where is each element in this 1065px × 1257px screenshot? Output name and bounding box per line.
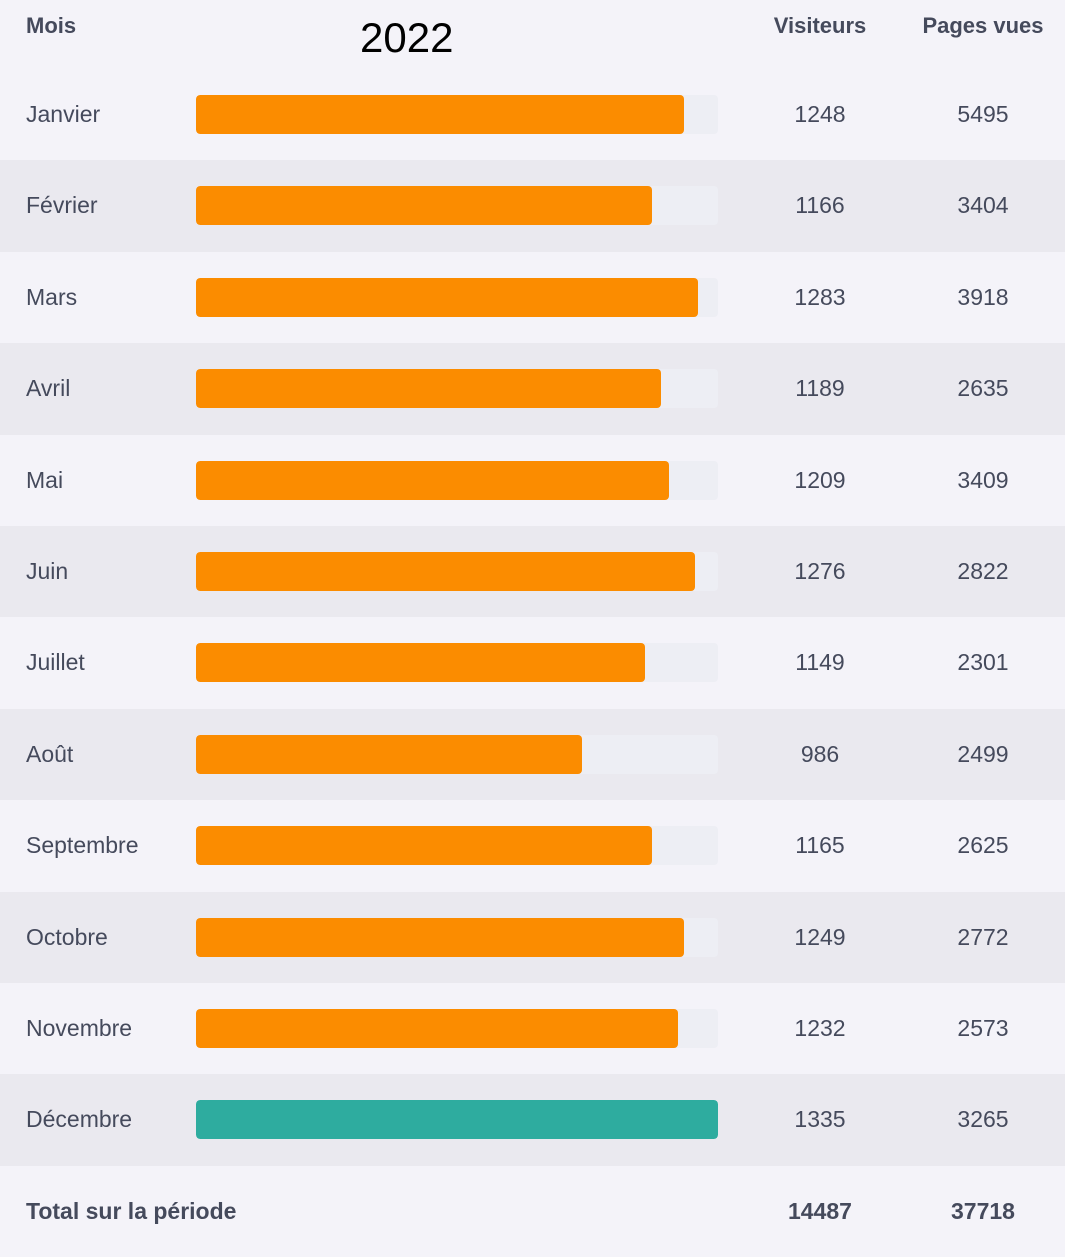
pageviews-value: 3409: [957, 466, 1009, 493]
pageviews-value: 2625: [957, 832, 1009, 859]
table-row: Avril 1189 2635: [0, 343, 1065, 435]
month-label: Janvier: [26, 101, 101, 127]
total-label: Total sur la période: [26, 1197, 237, 1224]
header-month: Mois: [26, 13, 77, 38]
bar: [196, 186, 652, 226]
pageviews-value: 5495: [957, 101, 1009, 127]
bar-track: [196, 826, 718, 866]
bar-track: [196, 643, 718, 683]
month-label: Février: [26, 192, 98, 219]
bar-track: [196, 1008, 718, 1048]
table-header: Mois 2022 Visiteurs Pages vues: [0, 0, 1065, 69]
total-pageviews: 37718: [951, 1197, 1015, 1224]
pageviews-value: 3265: [957, 1106, 1009, 1133]
bar-track: [196, 277, 718, 317]
visitors-value: 1189: [795, 375, 845, 402]
bar: [196, 826, 652, 866]
table-body: Janvier 1248 5495 Février 1166 3404 Mars 1283 39…: [0, 69, 1065, 1166]
visitors-value: 1276: [794, 557, 846, 584]
month-label: Août: [26, 740, 74, 767]
bar: [196, 551, 695, 591]
header-visitors: Visiteurs: [773, 13, 867, 38]
bar: [196, 277, 698, 317]
bar-track: [196, 551, 718, 591]
bar-track: [196, 460, 718, 500]
table-row: Mai 1209 3409: [0, 435, 1065, 526]
bar: [196, 95, 684, 134]
bar-track: [196, 1100, 718, 1140]
table-row: Février 1166 3404: [0, 160, 1065, 252]
month-label: Décembre: [26, 1106, 133, 1133]
pageviews-value: 2635: [957, 375, 1009, 402]
visitors-value: 1209: [794, 466, 846, 493]
table-row: Janvier 1248 5495: [0, 69, 1065, 160]
month-label: Octobre: [26, 923, 108, 950]
total-visitors: 14487: [788, 1197, 852, 1224]
table-row: Septembre 1165 2625: [0, 800, 1065, 891]
pageviews-value: 3918: [957, 283, 1009, 310]
visitors-value: 1166: [795, 192, 845, 219]
table-row: Juillet 1149 2301: [0, 617, 1065, 708]
bar: [196, 369, 661, 409]
table-row: Août 986 2499: [0, 708, 1065, 801]
visitors-value: 1249: [794, 923, 846, 950]
table-row: Juin 1276 2822: [0, 525, 1065, 618]
pageviews-value: 2822: [957, 557, 1009, 584]
table-row: Novembre 1232 2573: [0, 983, 1065, 1074]
bar: [196, 1008, 678, 1048]
table-row: Mars 1283 3918: [0, 252, 1065, 343]
bar: [196, 460, 669, 500]
total-row: Total sur la période 14487 37718: [0, 1166, 1065, 1257]
bar: [196, 917, 685, 957]
bar: [196, 1100, 718, 1140]
month-label: Novembre: [26, 1014, 133, 1041]
pageviews-value: 3404: [957, 192, 1009, 219]
visitors-value: 1165: [795, 832, 845, 859]
visitors-value: 1149: [795, 649, 845, 676]
visitors-value: 1283: [794, 283, 846, 310]
visitors-value: 1248: [794, 101, 846, 127]
month-label: Mars: [26, 283, 78, 310]
header-pageviews: Pages vues: [922, 13, 1044, 38]
visitors-value: 986: [800, 740, 840, 767]
table-row: Décembre 1335 3265: [0, 1074, 1065, 1166]
month-label: Avril: [26, 375, 71, 402]
pageviews-value: 2499: [957, 740, 1009, 767]
pageviews-value: 2301: [957, 649, 1009, 676]
bar-track: [196, 734, 718, 774]
bar-track: [196, 186, 718, 226]
month-label: Juillet: [26, 649, 85, 676]
month-label: Juin: [26, 557, 69, 584]
bar: [196, 643, 646, 683]
year-title: 2022: [360, 14, 454, 61]
pageviews-value: 2573: [957, 1014, 1009, 1041]
visitors-value: 1335: [794, 1106, 846, 1133]
bar-track: [196, 369, 718, 409]
bar: [196, 734, 582, 774]
visitors-value: 1232: [794, 1014, 846, 1041]
bar-track: [196, 95, 718, 134]
pageviews-value: 2772: [957, 923, 1009, 950]
table-row: Octobre 1249 2772: [0, 891, 1065, 983]
month-label: Septembre: [26, 832, 139, 859]
month-label: Mai: [26, 466, 64, 493]
bar-track: [196, 917, 718, 957]
